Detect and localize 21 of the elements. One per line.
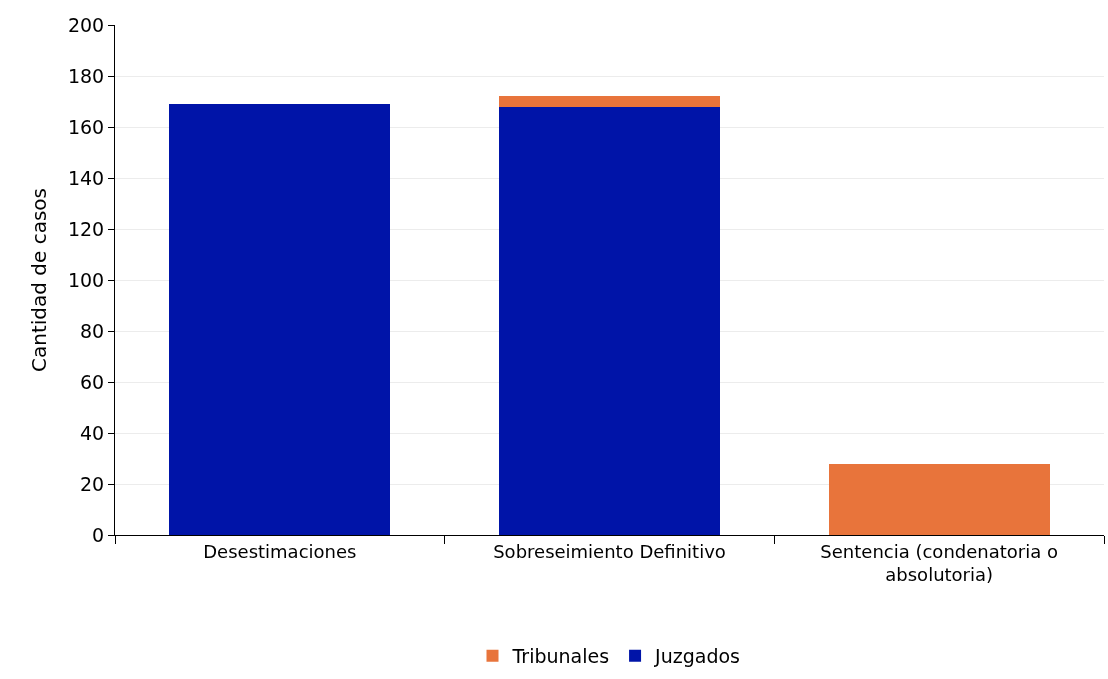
y-tick-label: 120 bbox=[67, 217, 105, 240]
bar bbox=[828, 463, 1050, 535]
y-tick-label: 180 bbox=[67, 64, 105, 87]
x-tick-label: Desestimaciones bbox=[203, 540, 357, 562]
bar bbox=[499, 96, 720, 107]
y-tick-label: 100 bbox=[67, 268, 105, 291]
x-tick-label: Sentencia (condenatoria o absolutoria) bbox=[820, 540, 1058, 585]
y-tick-label: 80 bbox=[80, 319, 105, 342]
bar bbox=[499, 106, 720, 535]
y-axis-title: Cantidad de casos bbox=[27, 188, 52, 372]
y-tick-label: 200 bbox=[67, 13, 105, 36]
legend-label: Juzgados bbox=[654, 645, 740, 668]
y-tick-label: 20 bbox=[80, 472, 105, 495]
y-tick-label: 0 bbox=[92, 523, 105, 546]
x-tick-label: Sobreseimiento Definitivo bbox=[493, 540, 726, 562]
y-tick-label: 160 bbox=[67, 115, 105, 138]
bar bbox=[169, 104, 391, 535]
y-tick-label: 140 bbox=[67, 166, 105, 189]
legend-label: Tribunales bbox=[511, 645, 610, 668]
y-tick-label: 60 bbox=[80, 370, 105, 393]
y-tick-label: 40 bbox=[80, 421, 105, 444]
